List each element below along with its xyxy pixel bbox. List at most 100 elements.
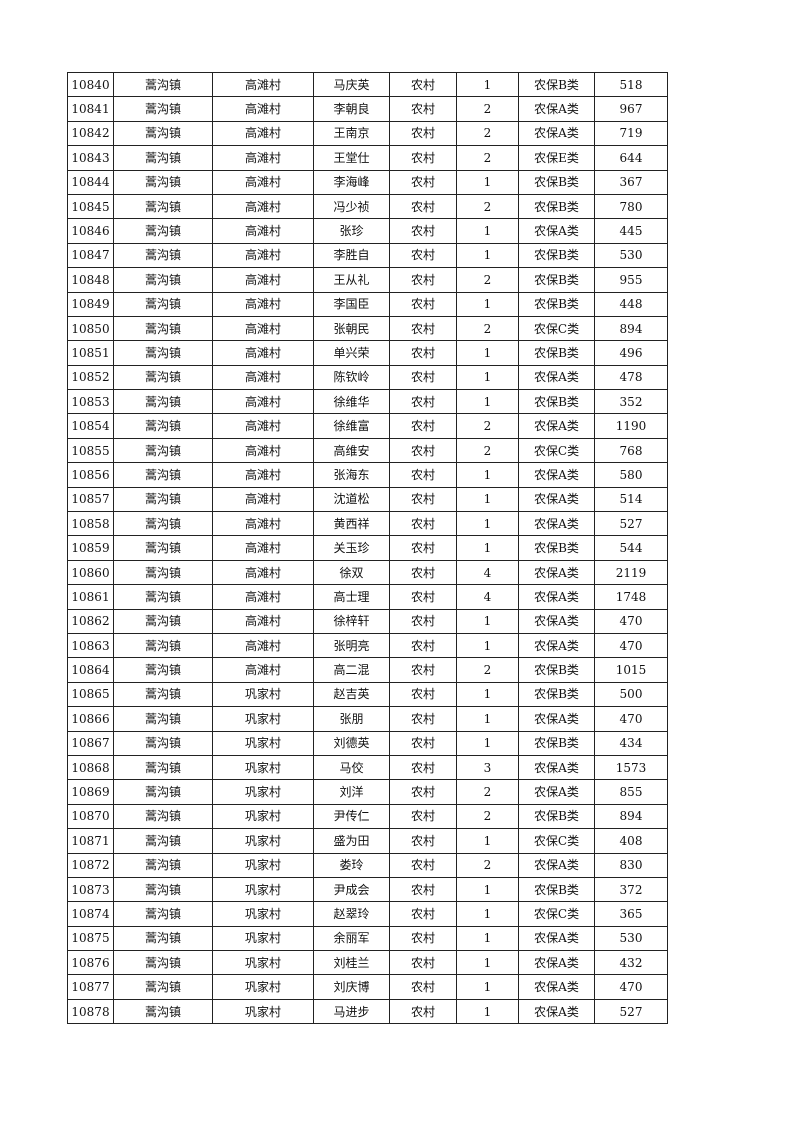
category-cell: 农保A类 [518,608,595,634]
row-id-cell: 10867 [67,730,114,756]
town-cell: 蒿沟镇 [113,462,213,488]
category-cell: 农保B类 [518,340,595,366]
household-count-cell: 1 [456,242,519,269]
type-cell: 农村 [389,511,457,537]
amount-cell: 408 [594,828,668,854]
village-cell: 高滩村 [212,559,314,586]
table-row: 10860 蒿沟镇 高滩村 徐双 农村 4 农保A类 2119 [67,559,668,586]
household-count-cell: 1 [456,974,519,1000]
town-cell: 蒿沟镇 [113,779,213,805]
category-cell: 农保B类 [518,267,595,293]
row-id-cell: 10857 [67,486,114,513]
type-cell: 农村 [389,828,457,854]
category-cell: 农保B类 [518,389,595,415]
row-id-cell: 10843 [67,145,114,171]
town-cell: 蒿沟镇 [113,218,213,244]
household-count-cell: 1 [456,486,519,513]
household-count-cell: 1 [456,218,519,244]
household-count-cell: 3 [456,754,519,781]
amount-cell: 527 [594,511,668,537]
category-cell: 农保A类 [518,96,595,122]
table-row: 10863 蒿沟镇 高滩村 张明亮 农村 1 农保A类 470 [67,632,668,659]
name-cell: 赵翠玲 [313,901,390,927]
household-count-cell: 1 [456,364,519,391]
village-cell: 高滩村 [212,71,314,98]
category-cell: 农保A类 [518,779,595,805]
household-count-cell: 2 [456,779,519,805]
town-cell: 蒿沟镇 [113,486,213,513]
town-cell: 蒿沟镇 [113,852,213,878]
category-cell: 农保C类 [518,437,595,464]
name-cell: 陈钦岭 [313,364,390,391]
table-row: 10840 蒿沟镇 高滩村 马庆英 农村 1 农保B类 518 [67,71,668,98]
name-cell: 张朝民 [313,315,390,342]
village-cell: 高滩村 [212,120,314,147]
row-id-cell: 10842 [67,120,114,147]
amount-cell: 448 [594,291,668,317]
household-count-cell: 1 [456,511,519,537]
row-id-cell: 10858 [67,511,114,537]
amount-cell: 432 [594,950,668,976]
town-cell: 蒿沟镇 [113,803,213,830]
name-cell: 关玉珍 [313,535,390,561]
town-cell: 蒿沟镇 [113,96,213,122]
village-cell: 高滩村 [212,389,314,415]
table-row: 10867 蒿沟镇 巩家村 刘德英 农村 1 农保B类 434 [67,730,668,756]
household-count-cell: 2 [456,852,519,878]
row-id-cell: 10869 [67,779,114,805]
category-cell: 农保A类 [518,462,595,488]
category-cell: 农保B类 [518,803,595,830]
row-id-cell: 10864 [67,657,114,683]
household-count-cell: 2 [456,145,519,171]
town-cell: 蒿沟镇 [113,754,213,781]
category-cell: 农保B类 [518,71,595,98]
table-row: 10865 蒿沟镇 巩家村 赵吉英 农村 1 农保B类 500 [67,681,668,708]
name-cell: 李胜自 [313,242,390,269]
household-count-cell: 1 [456,950,519,976]
household-count-cell: 1 [456,71,519,98]
table-row: 10871 蒿沟镇 巩家村 盛为田 农村 1 农保C类 408 [67,828,668,854]
village-cell: 巩家村 [212,974,314,1000]
name-cell: 王南京 [313,120,390,147]
row-id-cell: 10870 [67,803,114,830]
type-cell: 农村 [389,315,457,342]
village-cell: 高滩村 [212,486,314,513]
village-cell: 巩家村 [212,706,314,732]
household-count-cell: 1 [456,389,519,415]
category-cell: 农保B类 [518,193,595,220]
category-cell: 农保A类 [518,364,595,391]
category-cell: 农保B类 [518,242,595,269]
amount-cell: 434 [594,730,668,756]
table-row: 10843 蒿沟镇 高滩村 王堂仕 农村 2 农保E类 644 [67,145,668,171]
name-cell: 王从礼 [313,267,390,293]
village-cell: 高滩村 [212,511,314,537]
table-row: 10847 蒿沟镇 高滩村 李胜自 农村 1 农保B类 530 [67,242,668,269]
household-count-cell: 2 [456,437,519,464]
type-cell: 农村 [389,852,457,878]
type-cell: 农村 [389,389,457,415]
category-cell: 农保A类 [518,706,595,732]
row-id-cell: 10876 [67,950,114,976]
amount-cell: 470 [594,632,668,659]
type-cell: 农村 [389,364,457,391]
table-row: 10862 蒿沟镇 高滩村 徐梓轩 农村 1 农保A类 470 [67,608,668,634]
name-cell: 高士理 [313,584,390,610]
type-cell: 农村 [389,779,457,805]
village-cell: 高滩村 [212,437,314,464]
name-cell: 沈道松 [313,486,390,513]
amount-cell: 470 [594,974,668,1000]
amount-cell: 967 [594,96,668,122]
table-row: 10852 蒿沟镇 高滩村 陈钦岭 农村 1 农保A类 478 [67,364,668,391]
amount-cell: 518 [594,71,668,98]
name-cell: 张明亮 [313,632,390,659]
household-count-cell: 1 [456,632,519,659]
amount-cell: 1190 [594,413,668,439]
village-cell: 高滩村 [212,193,314,220]
type-cell: 农村 [389,901,457,927]
name-cell: 冯少祯 [313,193,390,220]
town-cell: 蒿沟镇 [113,193,213,220]
table-row: 10858 蒿沟镇 高滩村 黄西祥 农村 1 农保A类 527 [67,511,668,537]
household-count-cell: 1 [456,535,519,561]
village-cell: 高滩村 [212,169,314,195]
table-row: 10878 蒿沟镇 巩家村 马进步 农村 1 农保A类 527 [67,998,668,1025]
